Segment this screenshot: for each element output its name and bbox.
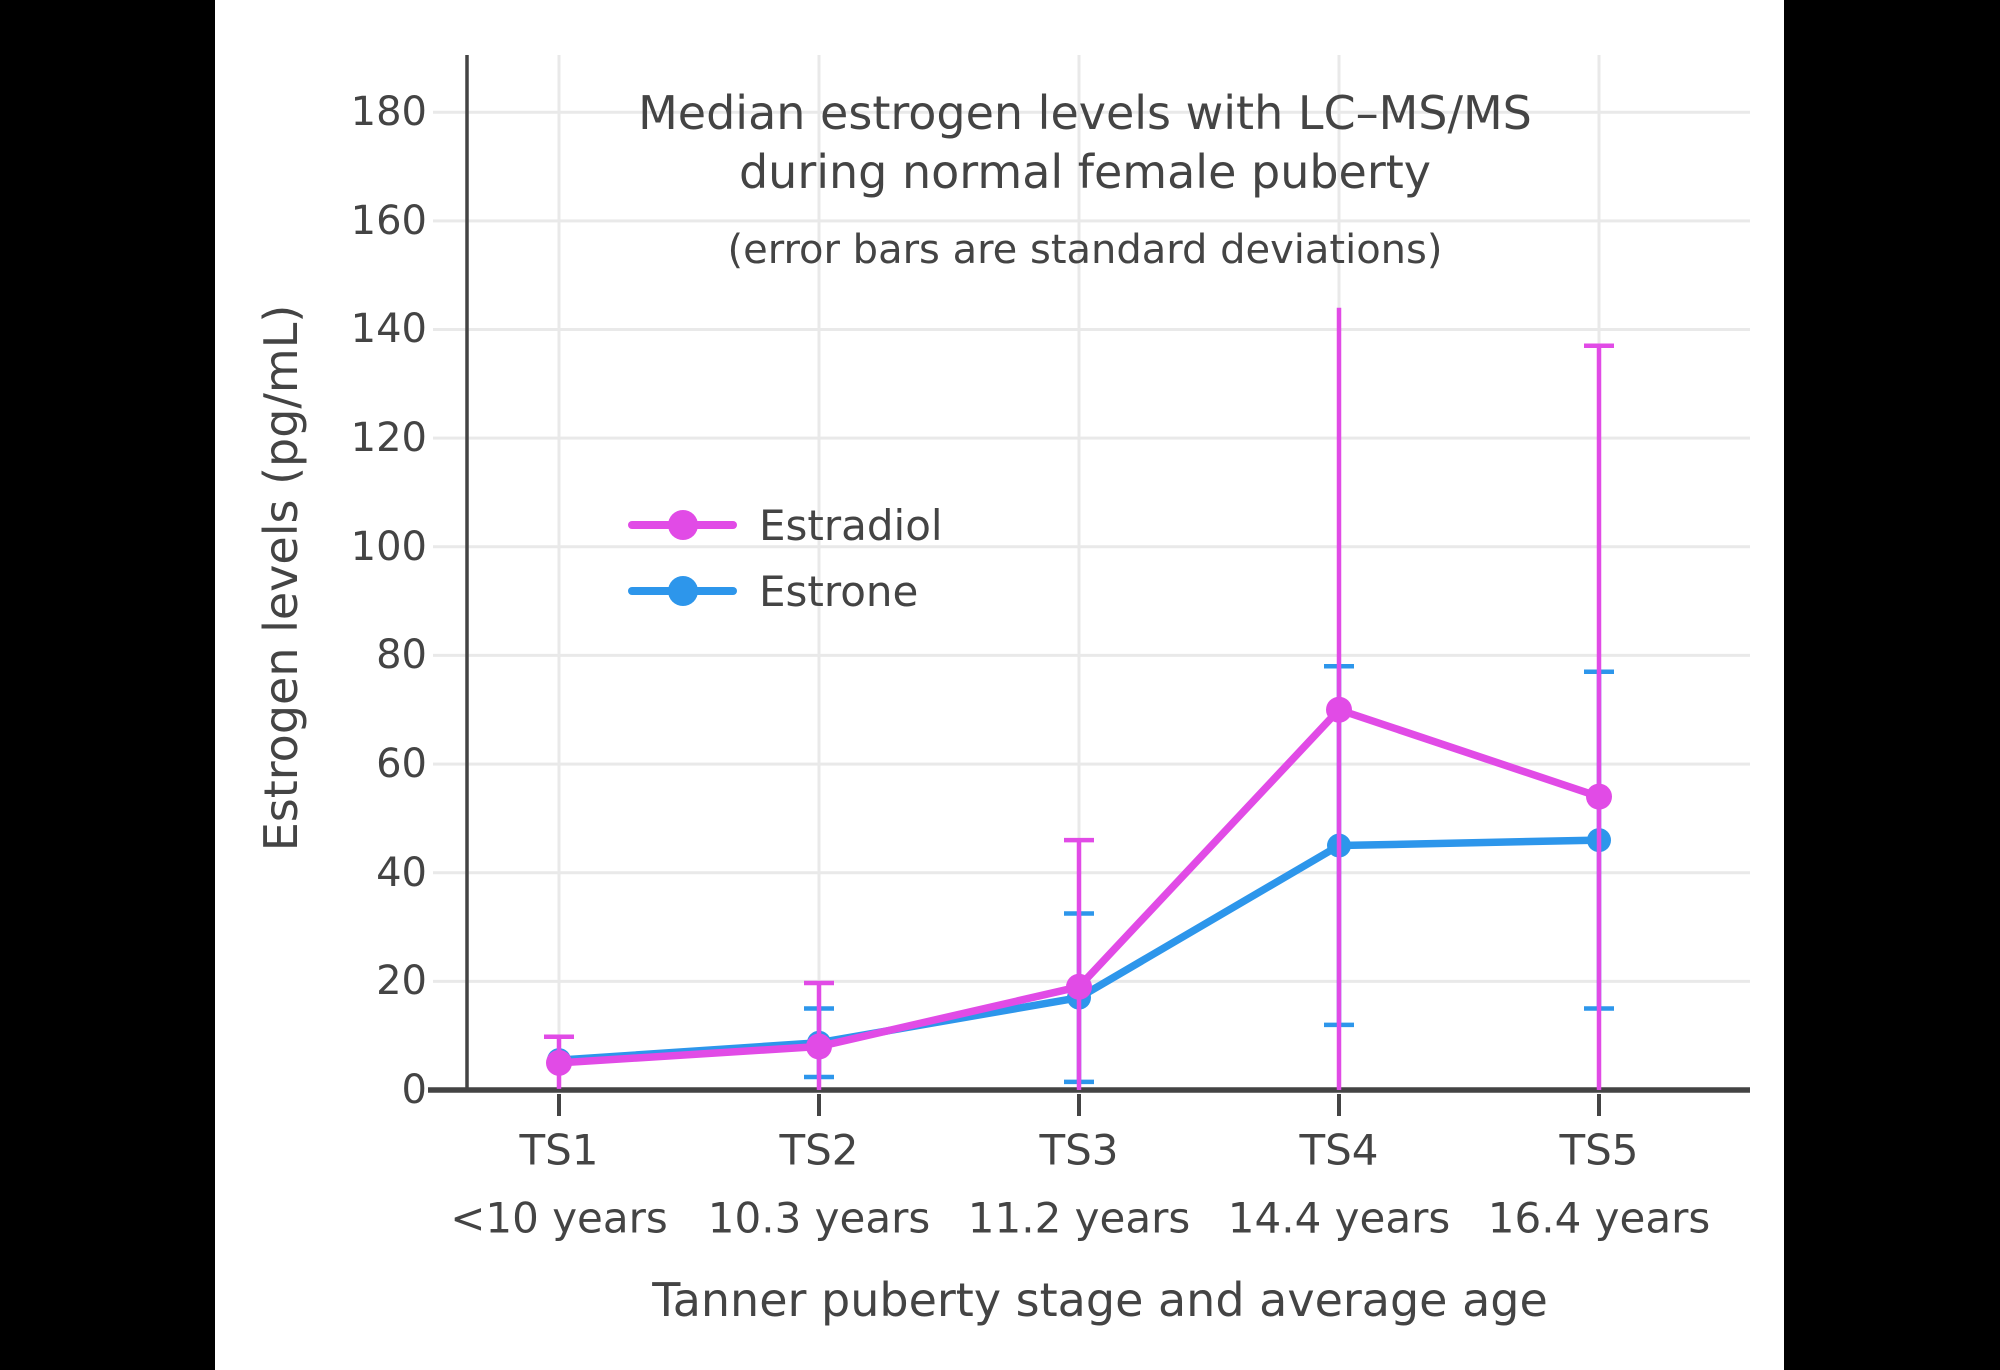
chart-title-line2: during normal female puberty — [738, 145, 1432, 199]
legend-item-estrone[interactable]: Estrone — [628, 558, 943, 624]
y-tick-label: 180 — [350, 89, 427, 136]
estradiol-line-swatch — [628, 510, 737, 540]
x-tick-label: TS4 — [1299, 1125, 1379, 1175]
x-tick-label: TS5 — [1559, 1125, 1639, 1175]
y-tick-label: 80 — [376, 632, 427, 679]
panel-background — [215, 0, 1784, 1370]
x-tick-label: TS3 — [1039, 1125, 1119, 1175]
x-age-label: 16.4 years — [1487, 1193, 1711, 1243]
legend-label-estrone: Estrone — [759, 566, 919, 616]
legend-label-estradiol: Estradiol — [759, 500, 943, 550]
estradiol-marker — [546, 1049, 572, 1076]
x-tick-label: TS1 — [519, 1125, 599, 1175]
estrone-marker-icon — [667, 576, 698, 606]
x-age-label: <10 years — [450, 1193, 668, 1243]
x-age-label: 10.3 years — [707, 1193, 931, 1243]
x-tick-label: TS2 — [779, 1125, 859, 1175]
estrone-line-swatch — [628, 576, 737, 606]
x-axis-title: Tanner puberty stage and average age — [652, 1273, 1548, 1327]
chart-title-line1: Median estrogen levels with LC–MS/MS — [638, 86, 1532, 140]
estradiol-marker — [1586, 783, 1612, 810]
estradiol-marker — [1066, 973, 1092, 1000]
legend: Estradiol Estrone — [628, 492, 943, 624]
y-tick-label: 40 — [376, 849, 427, 896]
estradiol-marker — [806, 1033, 832, 1060]
y-tick-label: 160 — [350, 197, 427, 244]
x-age-label: 14.4 years — [1227, 1193, 1451, 1243]
y-tick-label: 120 — [350, 415, 427, 462]
y-tick-label: 100 — [350, 523, 427, 570]
y-tick-label: 140 — [350, 306, 427, 353]
legend-item-estradiol[interactable]: Estradiol — [628, 492, 943, 558]
chart-subtitle: (error bars are standard deviations) — [727, 227, 1443, 273]
y-tick-label: 60 — [376, 741, 427, 788]
x-age-label: 11.2 years — [967, 1193, 1191, 1243]
y-tick-label: 0 — [401, 1067, 427, 1113]
estradiol-marker-icon — [667, 510, 698, 540]
estradiol-marker — [1326, 696, 1352, 723]
y-tick-label: 20 — [376, 958, 427, 1005]
